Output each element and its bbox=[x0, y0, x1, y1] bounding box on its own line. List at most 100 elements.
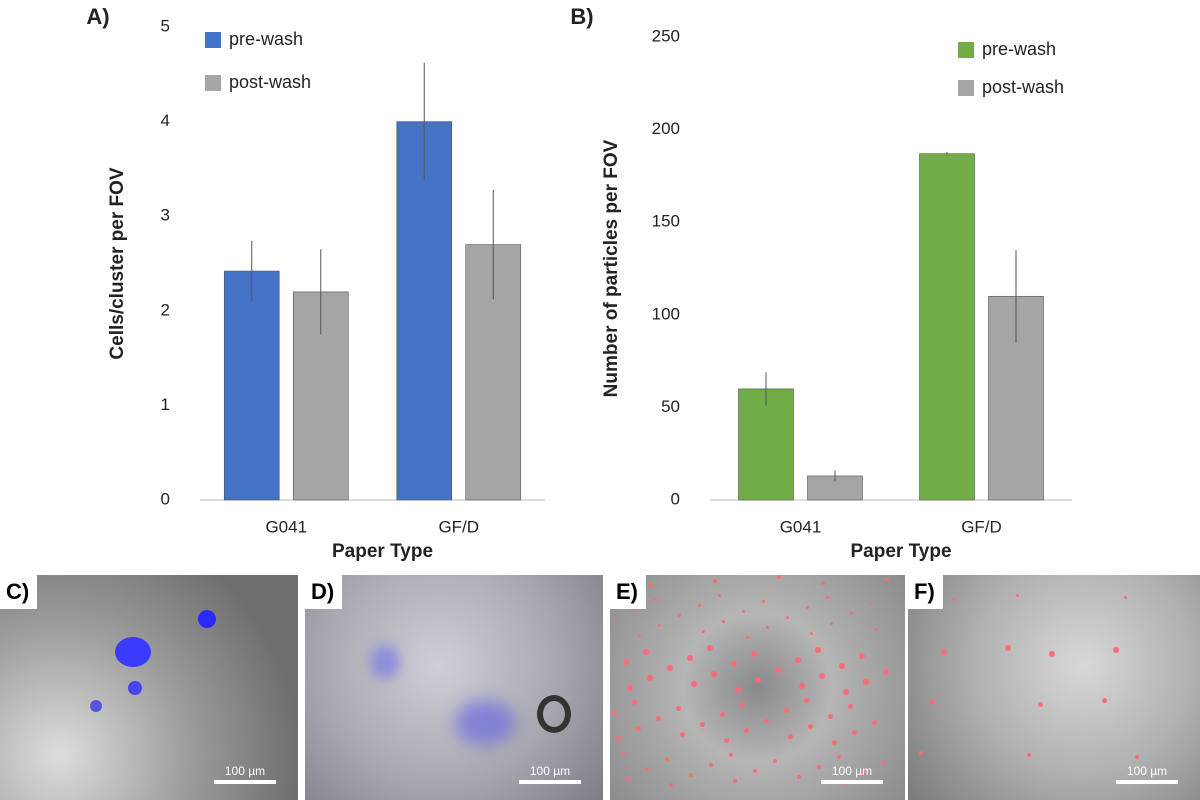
speck bbox=[689, 773, 693, 777]
speck bbox=[632, 700, 637, 705]
speck bbox=[837, 755, 841, 759]
legend-label: pre-wash bbox=[982, 39, 1056, 59]
legend-swatch bbox=[205, 75, 221, 91]
speck bbox=[795, 657, 801, 663]
speck bbox=[647, 675, 653, 681]
speck bbox=[744, 728, 749, 733]
speck bbox=[830, 622, 833, 625]
y-tick-label: 4 bbox=[161, 111, 170, 130]
speck bbox=[859, 653, 865, 659]
speck bbox=[707, 645, 713, 651]
scale-bar bbox=[214, 780, 276, 784]
legend-swatch bbox=[958, 42, 974, 58]
blob bbox=[370, 645, 400, 679]
speck bbox=[667, 665, 673, 671]
x-tick-label: GF/D bbox=[438, 517, 479, 536]
y-tick-label: 100 bbox=[652, 304, 680, 323]
speck bbox=[702, 630, 705, 633]
speck bbox=[826, 596, 829, 599]
y-tick-label: 150 bbox=[652, 212, 680, 231]
speck bbox=[773, 759, 777, 763]
speck bbox=[740, 702, 745, 707]
y-tick-label: 0 bbox=[671, 489, 680, 508]
speck bbox=[832, 740, 837, 745]
speck bbox=[766, 626, 769, 629]
speck bbox=[883, 669, 889, 675]
speck bbox=[731, 661, 737, 667]
speck bbox=[775, 667, 781, 673]
speck bbox=[777, 575, 781, 579]
speck bbox=[1038, 702, 1043, 707]
speck bbox=[638, 634, 641, 637]
speck bbox=[828, 714, 833, 719]
speck bbox=[625, 777, 629, 781]
charts: A) Cells/cluster per FOV Paper Type 0 1 2 3 4 5 G… bbox=[86, 4, 1072, 562]
speck bbox=[709, 763, 713, 767]
speck bbox=[819, 673, 825, 679]
speck bbox=[817, 765, 821, 769]
panel-label: F) bbox=[908, 575, 943, 609]
blob bbox=[128, 681, 142, 695]
speck bbox=[698, 604, 701, 607]
panel-label: D) bbox=[305, 575, 343, 609]
speck bbox=[797, 775, 801, 779]
speck bbox=[691, 681, 697, 687]
y-tick-label: 250 bbox=[652, 26, 680, 45]
speck bbox=[636, 726, 641, 731]
speck bbox=[669, 783, 673, 787]
bar bbox=[223, 270, 280, 501]
speck bbox=[874, 628, 877, 631]
speck bbox=[649, 583, 653, 587]
speck bbox=[919, 751, 923, 755]
speck bbox=[1113, 647, 1119, 653]
y-tick-label: 3 bbox=[161, 206, 170, 225]
x-axis-title: Paper Type bbox=[850, 541, 951, 562]
speck bbox=[843, 689, 849, 695]
speck bbox=[645, 767, 649, 771]
x-axis-title: Paper Type bbox=[332, 541, 433, 562]
panel-label: E) bbox=[610, 575, 646, 609]
blob bbox=[115, 637, 151, 667]
blob bbox=[90, 700, 102, 712]
speck bbox=[729, 753, 733, 757]
speck bbox=[733, 779, 737, 783]
speck bbox=[786, 616, 789, 619]
speck bbox=[627, 685, 633, 691]
blob bbox=[198, 610, 216, 628]
speck bbox=[751, 651, 757, 657]
speck bbox=[687, 655, 693, 661]
speck bbox=[724, 738, 729, 743]
speck bbox=[1124, 596, 1127, 599]
speck bbox=[881, 761, 885, 765]
speck bbox=[872, 720, 877, 725]
speck bbox=[930, 700, 935, 705]
speck bbox=[678, 614, 681, 617]
speck bbox=[1049, 651, 1055, 657]
speck bbox=[713, 579, 717, 583]
speck bbox=[1135, 755, 1139, 759]
speck bbox=[863, 679, 869, 685]
speck bbox=[643, 649, 649, 655]
image-panel: C) 100 µm bbox=[0, 575, 298, 800]
scale-bar bbox=[1116, 780, 1178, 784]
speck bbox=[810, 632, 813, 635]
y-tick-label: 50 bbox=[661, 397, 680, 416]
speck bbox=[676, 706, 681, 711]
speck bbox=[614, 618, 617, 621]
speck bbox=[852, 730, 857, 735]
speck bbox=[885, 577, 889, 581]
blob bbox=[455, 700, 515, 745]
scale-bar bbox=[821, 780, 883, 784]
y-tick-label: 2 bbox=[161, 300, 170, 319]
legend-label: post-wash bbox=[982, 77, 1064, 97]
speck bbox=[612, 710, 617, 715]
speck bbox=[848, 704, 853, 709]
speck bbox=[806, 606, 809, 609]
speck bbox=[804, 698, 809, 703]
scale-label: 100 µm bbox=[529, 764, 571, 778]
speck bbox=[799, 683, 805, 689]
x-tick-label: GF/D bbox=[961, 517, 1002, 536]
speck bbox=[815, 647, 821, 653]
y-tick-label: 0 bbox=[161, 489, 170, 508]
y-axis-title: Number of particles per FOV bbox=[601, 139, 622, 397]
